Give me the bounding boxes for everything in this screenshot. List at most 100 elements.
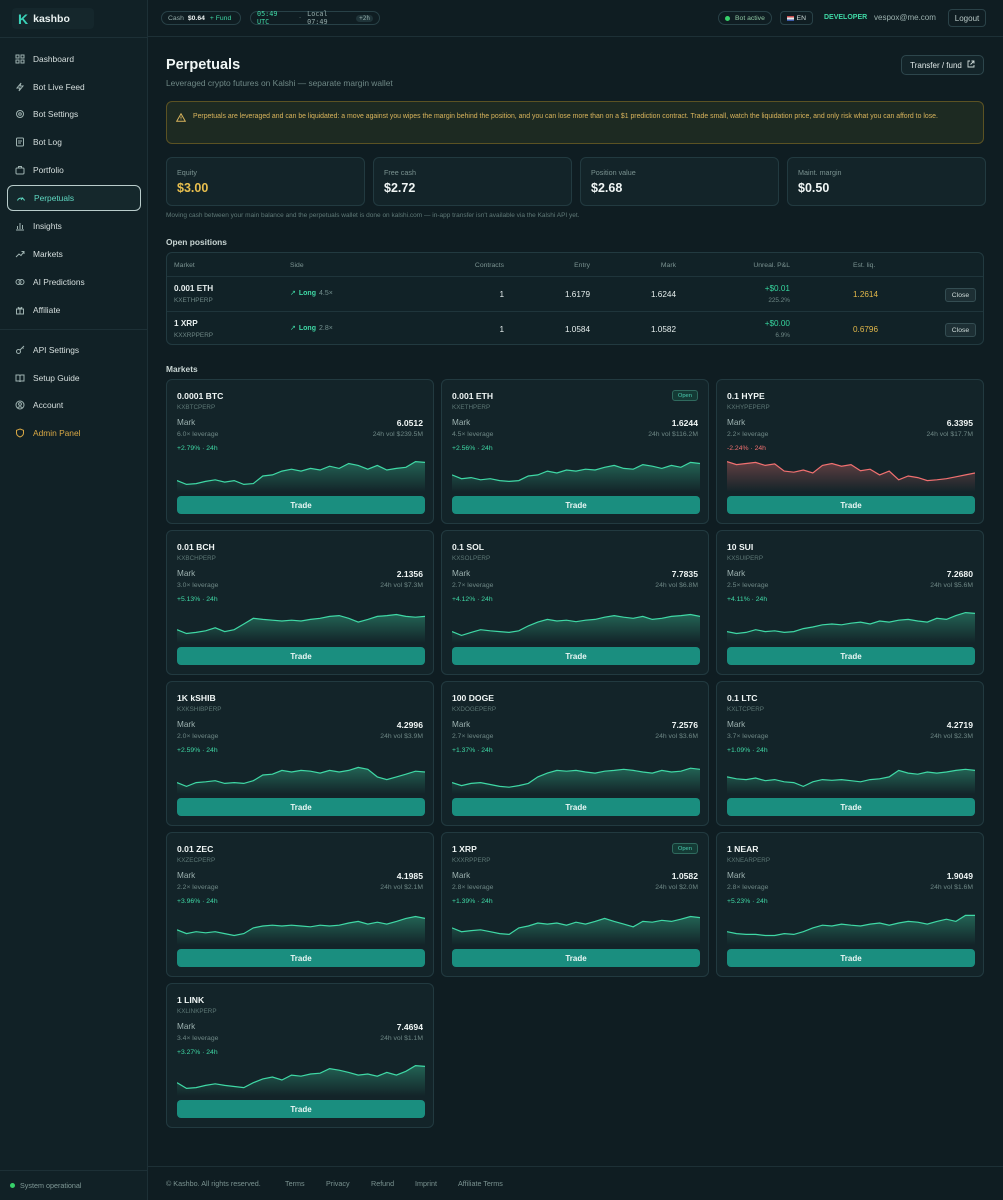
volume-label: 24h vol $17.7M (926, 431, 973, 438)
sparkline-line (452, 613, 700, 637)
price-sparkline (727, 768, 975, 794)
volume-label: 24h vol $3.9M (380, 733, 423, 740)
leverage-label: 2.7× leverage (452, 582, 494, 589)
cash-pill[interactable]: Cash $0.64 + Fund (161, 11, 241, 25)
volume-label: 24h vol $2.1M (380, 884, 423, 891)
bot-status-text: Bot active (735, 14, 765, 22)
price-sparkline (727, 461, 975, 492)
leverage-label: 3.0× leverage (177, 582, 219, 589)
market-ticker: KXBTCPERP (177, 404, 216, 411)
trade-button[interactable]: Trade (727, 798, 975, 816)
sidebar-divider (0, 1170, 148, 1171)
market-card: 1 XRP KXXRPPERP Open Mark 1.0582 2.8× leverag… (441, 832, 709, 977)
trade-button[interactable]: Trade (177, 647, 425, 665)
mark-label: Mark (452, 569, 471, 578)
mark-value: 7.4694 (396, 1022, 423, 1032)
mark-label: Mark (727, 720, 746, 729)
trend-icon (15, 249, 25, 259)
trade-button[interactable]: Trade (452, 496, 700, 514)
close-position-button[interactable]: Close (945, 288, 976, 302)
positions-table: Market Side Contracts Entry Mark Unreal.… (166, 252, 984, 345)
leverage-label: 6.0× leverage (177, 431, 219, 438)
market-card: 0.01 BCH KXBCHPERP Mark 2.1356 3.0× leverage… (166, 530, 434, 675)
trade-button[interactable]: Trade (727, 647, 975, 665)
fund-link[interactable]: + Fund (209, 14, 232, 22)
sidebar-item-bot-log[interactable]: Bot Log (7, 129, 141, 155)
sidebar-item-label: Portfolio (33, 165, 64, 175)
sidebar-item-portfolio[interactable]: Portfolio (7, 157, 141, 183)
bot-status-pill[interactable]: Bot active (718, 11, 772, 25)
sidebar-item-setup-guide[interactable]: Setup Guide (7, 365, 141, 391)
table-row[interactable]: 1 XRP KXXRPPERP ↗ Long 2.8× 1 1.0584 1.0… (167, 311, 983, 346)
sparkline-area (452, 462, 700, 492)
user-circle-icon (15, 400, 25, 410)
sidebar-item-insights[interactable]: Insights (7, 213, 141, 239)
market-name: 0.1 HYPE (727, 391, 765, 401)
col-header-side: Side (290, 262, 304, 269)
brain-icon (15, 277, 25, 287)
trade-button[interactable]: Trade (452, 647, 700, 665)
trade-button[interactable]: Trade (177, 798, 425, 816)
market-name: 0.1 LTC (727, 693, 758, 703)
sidebar-item-perpetuals[interactable]: Perpetuals (7, 185, 141, 211)
change-label: +5.23% · 24h (727, 898, 768, 905)
tz-offset-badge: +2h (356, 14, 373, 22)
stat-value: $2.68 (591, 181, 623, 195)
change-label: +3.27% · 24h (177, 1049, 218, 1056)
sidebar-item-affiliate[interactable]: Affiliate (7, 297, 141, 323)
sparkline-line (452, 915, 700, 936)
logout-button[interactable]: Logout (948, 9, 986, 27)
footer-link-privacy[interactable]: Privacy (326, 1179, 350, 1188)
trade-button[interactable]: Trade (177, 1100, 425, 1118)
trade-button[interactable]: Trade (452, 949, 700, 967)
close-position-button[interactable]: Close (945, 323, 976, 337)
table-row[interactable]: 0.001 ETH KXETHPERP ↗ Long 4.5× 1 1.6179… (167, 276, 983, 311)
sidebar-item-api-settings[interactable]: API Settings (7, 337, 141, 363)
sidebar-item-admin-panel[interactable]: Admin Panel (7, 420, 141, 446)
sidebar-item-ai-predictions[interactable]: AI Predictions (7, 269, 141, 295)
markets-heading: Markets (166, 364, 198, 374)
volume-label: 24h vol $2.3M (930, 733, 973, 740)
leverage-label: 4.5× (318, 289, 333, 297)
market-ticker: KXZECPERP (177, 857, 216, 864)
sparkline-area (452, 916, 700, 945)
user-email: vespox@me.com (874, 13, 936, 22)
footer-link-terms[interactable]: Terms (285, 1179, 305, 1188)
market-name: 10 SUI (727, 542, 754, 552)
change-label: +4.12% · 24h (452, 596, 493, 603)
app-logo[interactable]: K kashbo (12, 8, 94, 29)
market-name: 100 DOGE (452, 693, 495, 703)
sidebar-item-bot-live-feed[interactable]: Bot Live Feed (7, 74, 141, 100)
position-pnl: +$0.00 (764, 319, 790, 328)
footer-link-imprint[interactable]: Imprint (415, 1179, 437, 1188)
trade-button[interactable]: Trade (177, 949, 425, 967)
sidebar-item-markets[interactable]: Markets (7, 241, 141, 267)
volume-label: 24h vol $7.3M (380, 582, 423, 589)
mark-label: Mark (727, 418, 746, 427)
trade-button[interactable]: Trade (177, 496, 425, 514)
market-ticker: KXHYPEPERP (727, 404, 770, 411)
sidebar-item-account[interactable]: Account (7, 392, 141, 418)
price-sparkline (452, 915, 700, 945)
market-name: 0.1 SOL (452, 542, 484, 552)
footer-link-affiliate-terms[interactable]: Affiliate Terms (458, 1179, 503, 1188)
footer-link-refund[interactable]: Refund (371, 1179, 395, 1188)
trade-button[interactable]: Trade (727, 496, 975, 514)
sidebar-item-dashboard[interactable]: Dashboard (7, 46, 141, 72)
market-ticker: KXKSHIBPERP (177, 706, 222, 713)
trade-button[interactable]: Trade (452, 798, 700, 816)
market-ticker: KXLINKPERP (177, 1008, 217, 1015)
trade-button[interactable]: Trade (727, 949, 975, 967)
market-name: 1 XRP (452, 844, 477, 854)
price-sparkline (177, 613, 425, 643)
side-badge: ↗ Long 2.8× (290, 324, 333, 333)
utc-time: 05:49 UTC (257, 10, 278, 26)
volume-label: 24h vol $2.0M (655, 884, 698, 891)
sidebar-item-bot-settings[interactable]: Bot Settings (7, 101, 141, 127)
position-contracts: 1 (499, 325, 504, 334)
mark-label: Mark (177, 1022, 196, 1031)
language-selector[interactable]: EN (780, 11, 813, 25)
transfer-fund-button[interactable]: Transfer / fund (901, 55, 984, 75)
stat-card-maint-margin: Maint. margin $0.50 (787, 157, 986, 206)
warning-icon (175, 112, 187, 126)
